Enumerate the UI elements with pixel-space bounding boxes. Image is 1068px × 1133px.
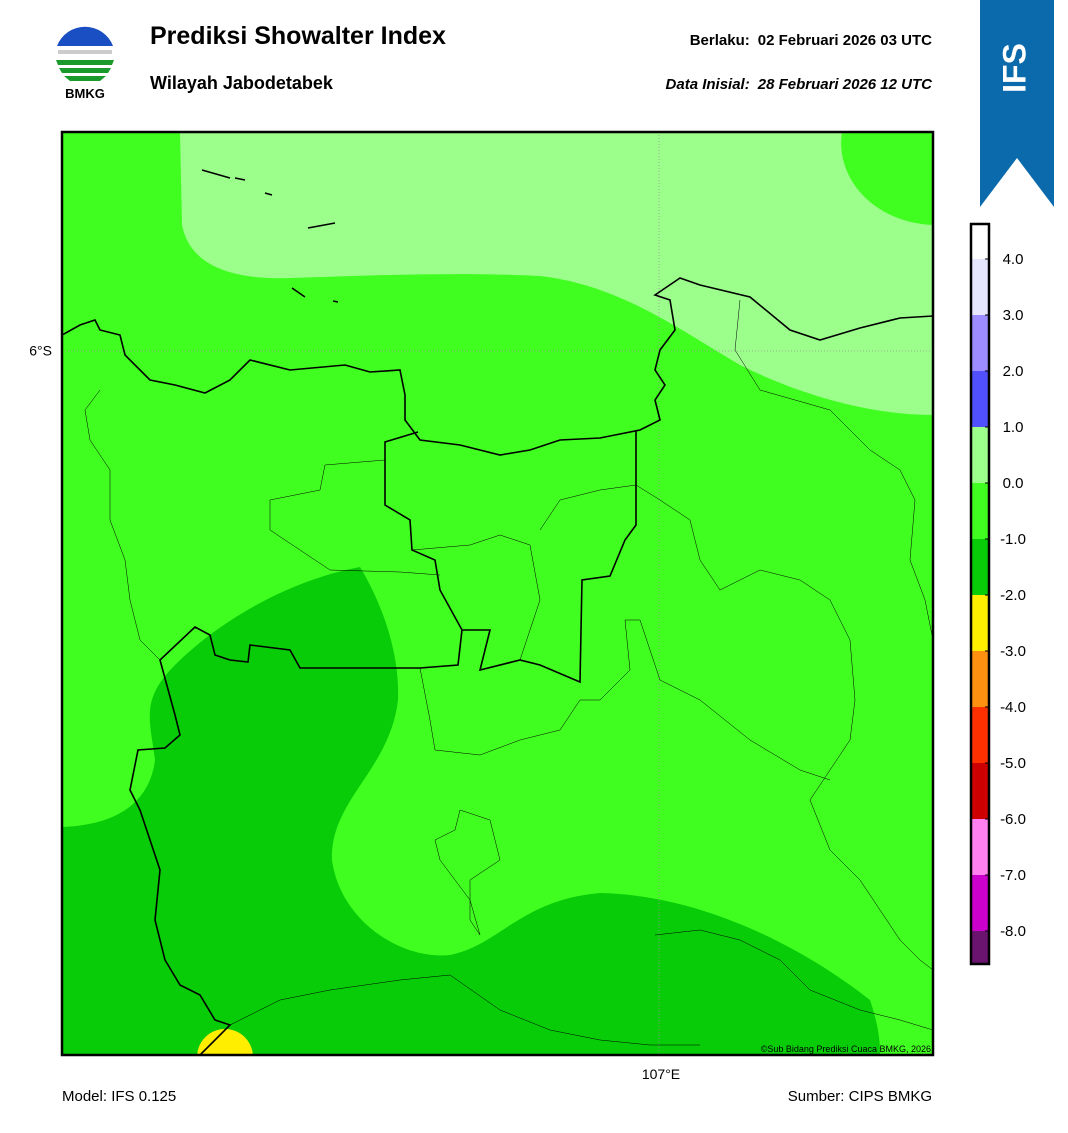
colorbar-tick-label: 4.0 xyxy=(1003,251,1024,268)
source-note: Sumber: CIPS BMKG xyxy=(788,1088,932,1105)
valid-value: 02 Februari 2026 03 UTC xyxy=(758,32,932,49)
model-note: Model: IFS 0.125 xyxy=(62,1088,176,1105)
colorbar-band xyxy=(971,819,989,875)
credit: ©Sub Bidang Prediksi Cuaca BMKG, 2026 xyxy=(761,1044,931,1054)
colorbar-tick-label: -7.0 xyxy=(1000,867,1026,884)
map-field xyxy=(62,132,933,1055)
logo-text: BMKG xyxy=(65,86,105,101)
coastline xyxy=(62,169,933,1055)
colorbar-band xyxy=(971,651,989,707)
admin-borders xyxy=(84,299,933,1046)
lat-label: 6°S xyxy=(29,343,52,359)
colorbar-tick-label: 2.0 xyxy=(1003,363,1024,380)
colorbar-band xyxy=(971,595,989,651)
colorbar-frame xyxy=(969,222,991,966)
colorbar-tick-label: -3.0 xyxy=(1000,643,1026,660)
colorbar-band xyxy=(971,427,989,483)
colorbar-band xyxy=(971,371,989,427)
colorbar-band xyxy=(971,483,989,539)
valid-time: Berlaku: 02 Februari 2026 03 UTC xyxy=(690,32,932,49)
valid-label: Berlaku: xyxy=(690,32,750,49)
colorbar-tick-label: -5.0 xyxy=(1000,755,1026,772)
colorbar-band xyxy=(971,224,989,259)
map-frame xyxy=(60,130,935,1057)
init-time: Data Inisial: 28 Februari 2026 12 UTC xyxy=(666,76,934,93)
colorbar-band xyxy=(971,259,989,315)
colorbar-tick-label: 1.0 xyxy=(1003,419,1024,436)
init-label: Data Inisial: xyxy=(666,76,750,93)
ifs-badge xyxy=(980,0,1054,207)
colorbar: 4.0 3.0 2.0 1.0 0.0 -1.0 -2.0 -3.0 -4.0 -5.0 -6.0 -… xyxy=(969,222,1026,966)
colorbar-tick-label: 3.0 xyxy=(1003,307,1024,324)
colorbar-band xyxy=(971,875,989,931)
colorbar-tick-label: 0.0 xyxy=(1003,475,1024,492)
bmkg-logo xyxy=(55,26,115,86)
subtitle: Wilayah Jabodetabek xyxy=(150,73,334,93)
colorbar-band xyxy=(971,539,989,595)
init-value: 28 Februari 2026 12 UTC xyxy=(757,76,933,93)
colorbar-band xyxy=(971,931,989,964)
colorbar-tick-label: -4.0 xyxy=(1000,699,1026,716)
colorbar-tick-label: -1.0 xyxy=(1000,531,1026,548)
colorbar-band xyxy=(971,315,989,371)
colorbar-band xyxy=(971,707,989,763)
colorbar-tick-label: -6.0 xyxy=(1000,811,1026,828)
badge-text: IFS xyxy=(996,43,1032,93)
colorbar-band xyxy=(971,763,989,819)
colorbar-tick-label: -2.0 xyxy=(1000,587,1026,604)
colorbar-tick-label: -8.0 xyxy=(1000,923,1026,940)
lon-label: 107°E xyxy=(642,1066,680,1082)
title: Prediksi Showalter Index xyxy=(150,22,446,50)
